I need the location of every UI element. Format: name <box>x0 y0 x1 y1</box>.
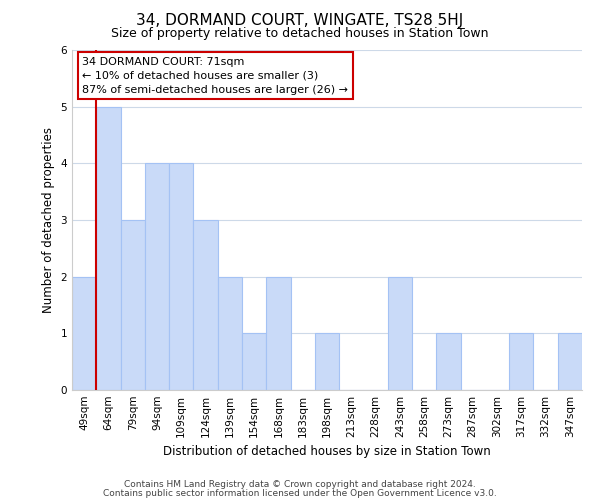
Bar <box>218 276 242 390</box>
Text: 34 DORMAND COURT: 71sqm
← 10% of detached houses are smaller (3)
87% of semi-det: 34 DORMAND COURT: 71sqm ← 10% of detache… <box>82 57 348 95</box>
Text: 34, DORMAND COURT, WINGATE, TS28 5HJ: 34, DORMAND COURT, WINGATE, TS28 5HJ <box>136 12 464 28</box>
Bar <box>169 164 193 390</box>
Text: Contains HM Land Registry data © Crown copyright and database right 2024.: Contains HM Land Registry data © Crown c… <box>124 480 476 489</box>
Text: Size of property relative to detached houses in Station Town: Size of property relative to detached ho… <box>111 28 489 40</box>
Bar <box>121 220 145 390</box>
Bar <box>558 334 582 390</box>
Bar <box>436 334 461 390</box>
Bar <box>145 164 169 390</box>
X-axis label: Distribution of detached houses by size in Station Town: Distribution of detached houses by size … <box>163 446 491 458</box>
Text: Contains public sector information licensed under the Open Government Licence v3: Contains public sector information licen… <box>103 488 497 498</box>
Bar <box>315 334 339 390</box>
Bar <box>193 220 218 390</box>
Bar <box>96 106 121 390</box>
Bar <box>509 334 533 390</box>
Bar <box>266 276 290 390</box>
Bar <box>242 334 266 390</box>
Y-axis label: Number of detached properties: Number of detached properties <box>42 127 55 313</box>
Bar <box>72 276 96 390</box>
Bar <box>388 276 412 390</box>
